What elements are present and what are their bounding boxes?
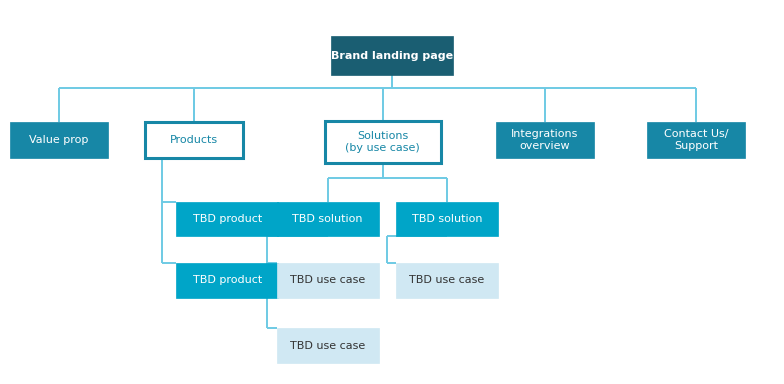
Text: TBD product: TBD product <box>193 275 262 285</box>
Text: TBD use case: TBD use case <box>290 275 365 285</box>
FancyBboxPatch shape <box>325 121 441 163</box>
Text: TBD solution: TBD solution <box>412 214 482 224</box>
FancyBboxPatch shape <box>647 122 745 158</box>
Text: TBD use case: TBD use case <box>409 275 485 285</box>
FancyBboxPatch shape <box>495 122 594 158</box>
Text: Value prop: Value prop <box>29 135 89 145</box>
Text: Brand landing page: Brand landing page <box>331 51 453 61</box>
Text: Solutions
(by use case): Solutions (by use case) <box>345 131 420 153</box>
Text: Products: Products <box>170 135 219 145</box>
FancyBboxPatch shape <box>145 122 243 158</box>
Text: TBD product: TBD product <box>193 214 262 224</box>
Text: TBD use case: TBD use case <box>290 341 365 351</box>
Text: Integrations
overview: Integrations overview <box>511 129 579 151</box>
FancyBboxPatch shape <box>396 263 498 298</box>
FancyBboxPatch shape <box>9 122 108 158</box>
Text: Contact Us/
Support: Contact Us/ Support <box>664 129 728 151</box>
FancyBboxPatch shape <box>331 36 452 75</box>
FancyBboxPatch shape <box>176 202 278 236</box>
FancyBboxPatch shape <box>277 328 379 363</box>
Text: TBD solution: TBD solution <box>292 214 363 224</box>
FancyBboxPatch shape <box>176 263 278 298</box>
FancyBboxPatch shape <box>277 263 379 298</box>
FancyBboxPatch shape <box>277 202 379 236</box>
FancyBboxPatch shape <box>396 202 498 236</box>
